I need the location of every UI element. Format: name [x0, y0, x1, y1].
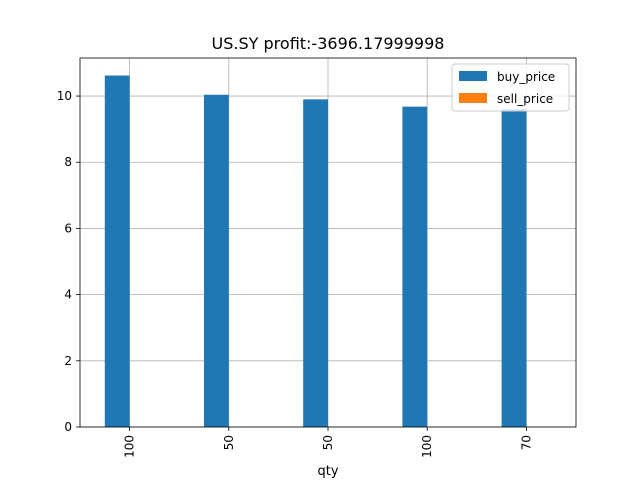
x-axis: 100 50 50 100 70: [123, 427, 533, 458]
x-tick-label: 50: [222, 435, 236, 450]
legend-swatch: [459, 71, 487, 81]
x-tick-label: 50: [321, 435, 335, 450]
bar-buy-price: [501, 109, 527, 428]
legend-swatch: [459, 93, 487, 103]
x-tick-label: 70: [519, 435, 533, 450]
y-tick-label: 10: [57, 89, 72, 103]
legend-label: sell_price: [497, 92, 553, 106]
bar-buy-price: [204, 94, 229, 427]
y-tick-label: 8: [64, 155, 72, 169]
y-axis: 0 2 4 6 8 10: [57, 89, 80, 434]
bar-buy-price: [402, 106, 428, 427]
x-tick-label: 100: [123, 435, 137, 458]
bars-layer: [104, 75, 527, 428]
x-axis-label: qty: [317, 464, 338, 479]
bar-buy-price: [104, 75, 130, 427]
bar-buy-price: [303, 99, 328, 428]
legend-label: buy_price: [497, 70, 555, 84]
y-tick-label: 2: [64, 354, 72, 368]
x-tick-label: 100: [420, 435, 434, 458]
legend: buy_price sell_price: [451, 63, 570, 112]
y-tick-label: 4: [64, 288, 72, 302]
y-tick-label: 0: [64, 420, 72, 434]
chart-title: US.SY profit:-3696.17999998: [212, 34, 445, 53]
y-tick-label: 6: [64, 221, 72, 235]
